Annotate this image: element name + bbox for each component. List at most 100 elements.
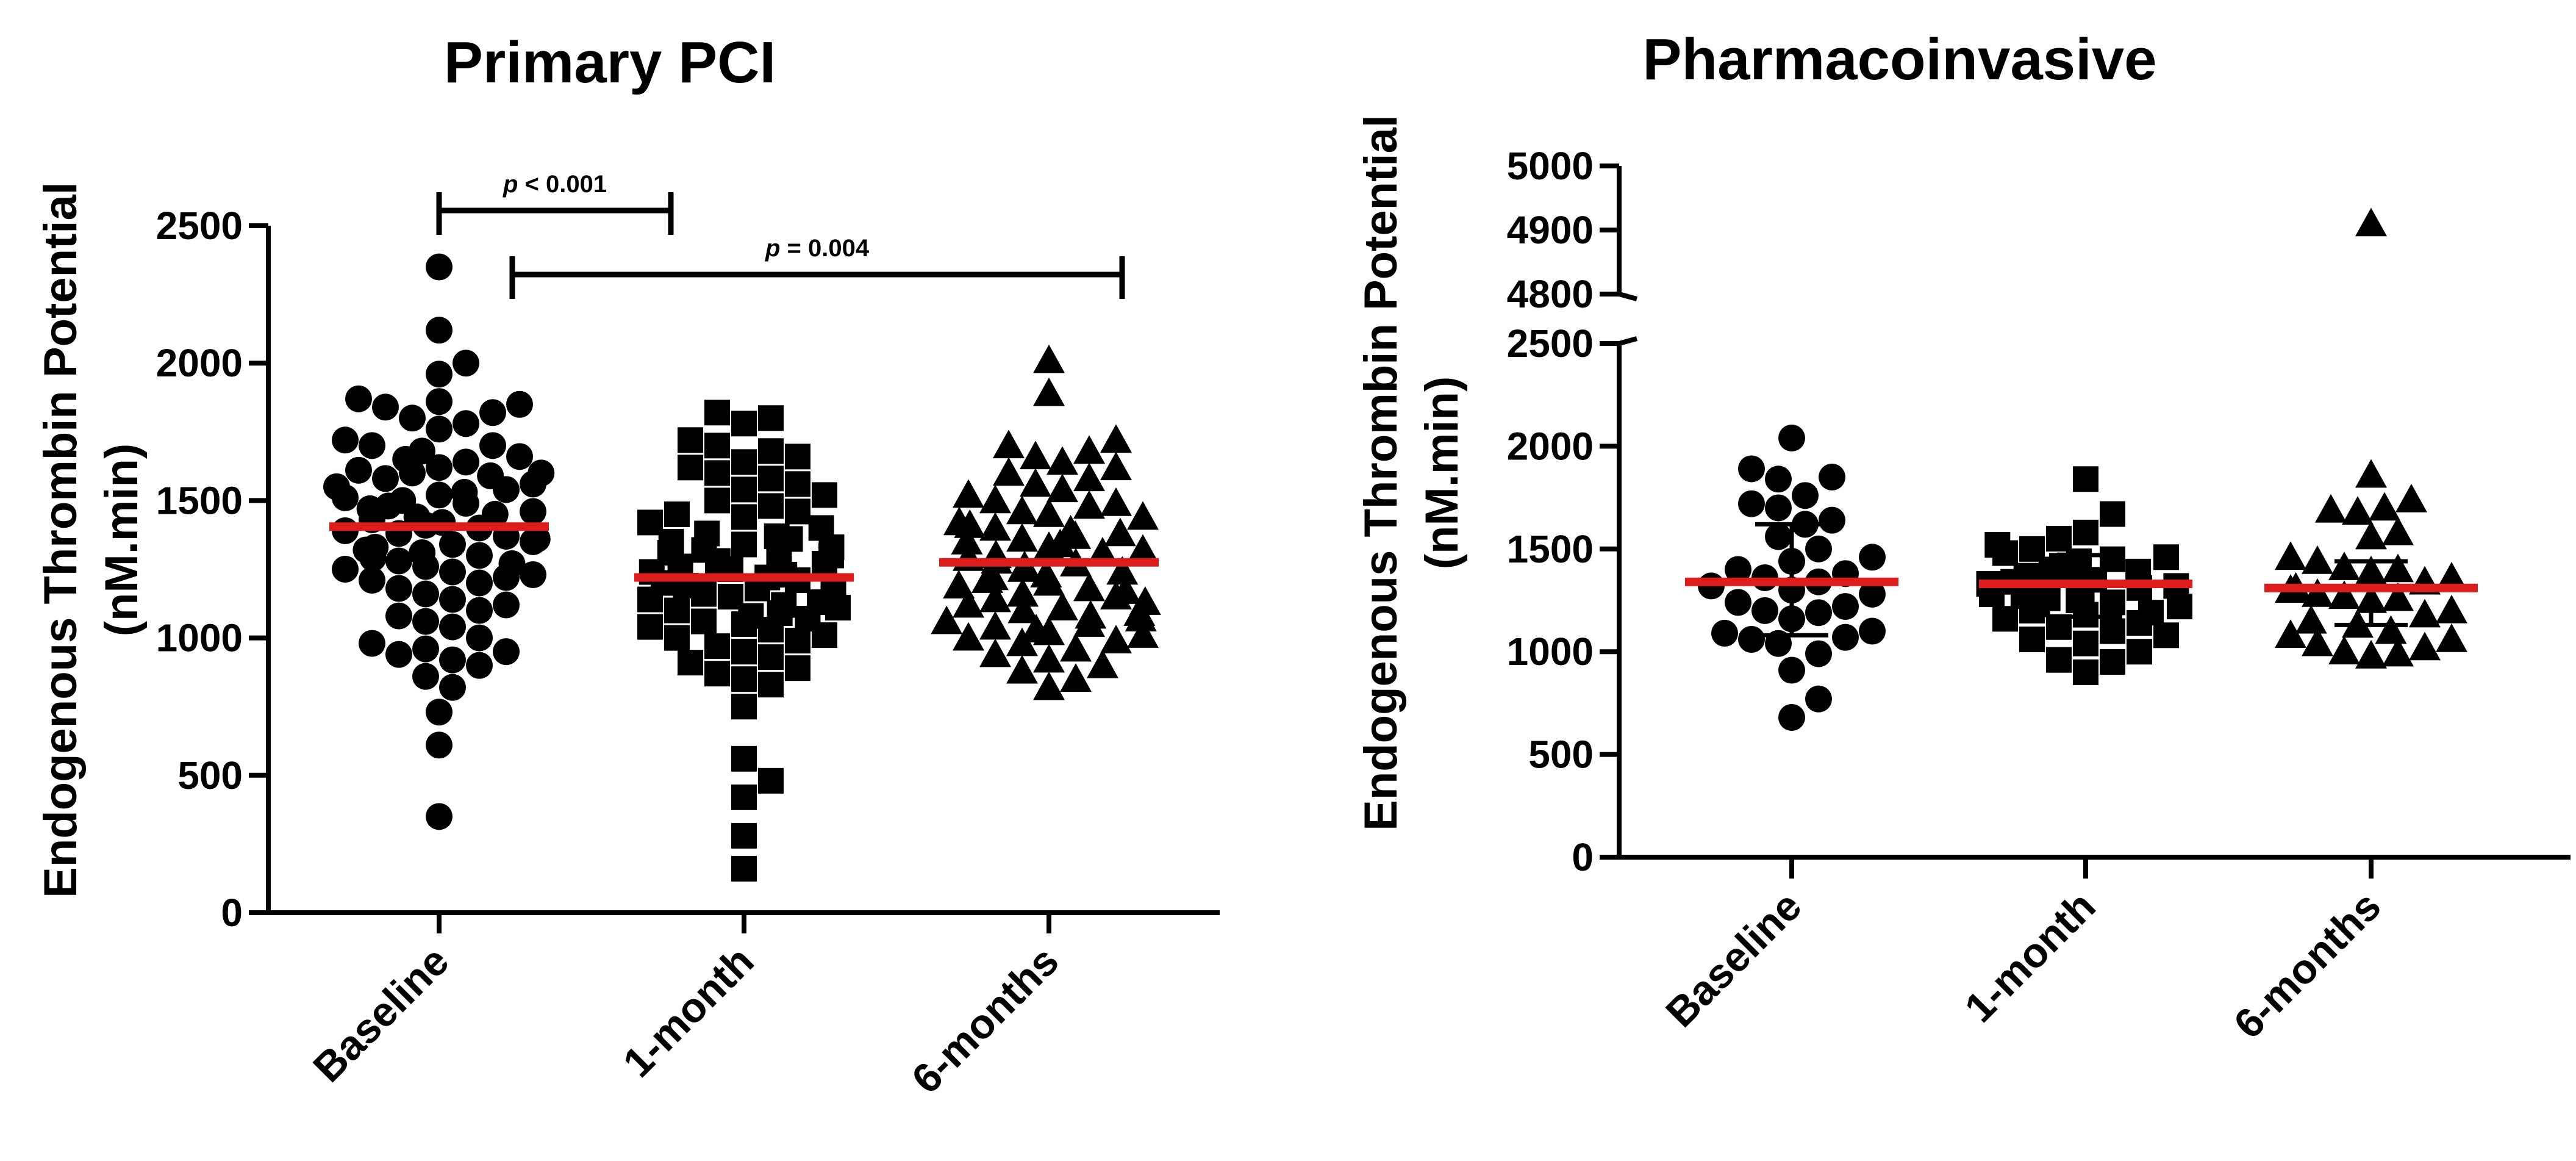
data-point-triangle: [1033, 345, 1065, 373]
data-point-square: [2100, 619, 2125, 644]
data-point-triangle: [1073, 573, 1105, 602]
data-point-circle: [359, 630, 385, 657]
data-point-square: [731, 823, 757, 849]
y-tick-label: 0: [1572, 835, 1594, 879]
data-point-circle: [466, 652, 493, 679]
data-point-square: [2066, 548, 2092, 574]
data-point-triangle: [1100, 451, 1132, 480]
y-tick-label: 2000: [156, 341, 243, 385]
y-tick-label: 1500: [156, 478, 243, 522]
data-point-triangle: [1033, 644, 1065, 673]
data-point-square: [2046, 526, 2072, 552]
data-point-square: [731, 476, 757, 502]
data-point-square: [637, 614, 663, 640]
data-point-circle: [1805, 641, 1832, 667]
data-point-circle: [1805, 686, 1832, 713]
data-point-square: [678, 455, 703, 480]
p-value-label: p = 0.004: [765, 235, 870, 262]
data-point-square: [2073, 520, 2098, 545]
data-point-circle: [1738, 455, 1765, 482]
data-point-triangle: [1104, 517, 1136, 546]
data-point-circle: [439, 674, 466, 701]
data-point-square: [758, 493, 784, 519]
data-point-triangle: [943, 570, 975, 598]
data-point-square: [664, 625, 690, 651]
data-point-circle: [412, 663, 439, 690]
data-point-square: [731, 531, 757, 557]
data-point-square: [821, 578, 846, 604]
data-point-triangle: [1060, 663, 1092, 692]
data-point-circle: [412, 581, 439, 608]
data-point-circle: [426, 254, 453, 281]
data-point-circle: [412, 608, 439, 635]
data-point-circle: [1725, 589, 1751, 616]
data-point-triangle: [1075, 600, 1106, 629]
data-point-circle: [1751, 597, 1778, 624]
data-point-triangle: [1100, 424, 1132, 453]
data-point-triangle: [979, 484, 1011, 513]
y-tick-label: 1000: [156, 616, 243, 660]
data-point-square: [2100, 547, 2125, 572]
data-point-circle: [1792, 482, 1819, 509]
data-point-circle: [439, 614, 466, 641]
data-point-circle: [466, 570, 493, 597]
y-axis-label-units: (nM.min): [96, 444, 148, 637]
data-point-square: [691, 609, 717, 634]
data-point-triangle: [2382, 553, 2414, 582]
data-point-triangle: [1127, 501, 1159, 530]
data-point-square: [731, 856, 757, 882]
chart-title: Primary PCI: [444, 30, 776, 95]
data-point-square: [1992, 606, 2018, 631]
data-point-square: [2019, 536, 2045, 562]
data-point-square: [731, 504, 757, 530]
data-point-triangle: [1046, 592, 1078, 620]
data-point-circle: [466, 597, 493, 624]
data-point-circle: [409, 539, 435, 566]
data-point-circle: [477, 462, 504, 489]
data-point-circle: [426, 361, 453, 387]
data-point-square: [771, 592, 796, 618]
data-point-triangle: [1073, 462, 1105, 491]
y-axis-label: Endogenous Thrombin Potential: [35, 182, 87, 898]
y-tick-label: 1500: [1507, 527, 1594, 571]
y-tick-label: 5000: [1507, 144, 1594, 188]
data-point-triangle: [2295, 605, 2327, 634]
data-point-square: [2127, 639, 2152, 664]
data-point-triangle: [979, 611, 1011, 640]
data-point-triangle: [1033, 378, 1065, 406]
data-point-circle: [359, 432, 385, 459]
data-point-circle: [1832, 593, 1859, 620]
data-point-circle: [385, 603, 412, 630]
data-point-square: [664, 501, 690, 527]
data-point-circle: [466, 625, 493, 652]
data-point-triangle: [1020, 440, 1051, 469]
data-point-triangle: [2328, 636, 2360, 664]
y-axis-label-units: (nM.min): [1416, 376, 1468, 570]
data-point-square: [785, 444, 810, 469]
x-tick-label: Baseline: [1657, 883, 1811, 1037]
panel-primary-pci: Primary PCI Endogenous Thrombin Potentia…: [35, 30, 1220, 1102]
data-point-triangle: [1046, 446, 1078, 475]
data-point-triangle: [2436, 624, 2467, 652]
data-point-circle: [372, 394, 399, 420]
data-point-square: [731, 746, 757, 772]
data-point-square: [694, 520, 720, 546]
data-point-triangle: [2315, 494, 2347, 523]
data-point-triangle: [953, 479, 984, 508]
data-point-circle: [493, 638, 520, 665]
y-tick-label: 4900: [1507, 208, 1594, 252]
data-point-square: [2100, 649, 2125, 675]
data-point-triangle: [993, 457, 1025, 486]
data-point-circle: [1765, 494, 1792, 521]
data-point-triangle: [1033, 672, 1065, 700]
x-tick-label: 6-months: [903, 938, 1067, 1102]
data-point-circle: [409, 437, 435, 464]
data-point-circle: [332, 556, 359, 583]
data-point-triangle: [2355, 208, 2387, 237]
data-point-circle: [506, 391, 533, 418]
data-point-square: [637, 509, 663, 535]
y-tick-label: 1000: [1507, 630, 1594, 674]
data-point-circle: [426, 317, 453, 343]
data-point-circle: [372, 465, 399, 492]
data-point-circle: [1778, 425, 1805, 451]
